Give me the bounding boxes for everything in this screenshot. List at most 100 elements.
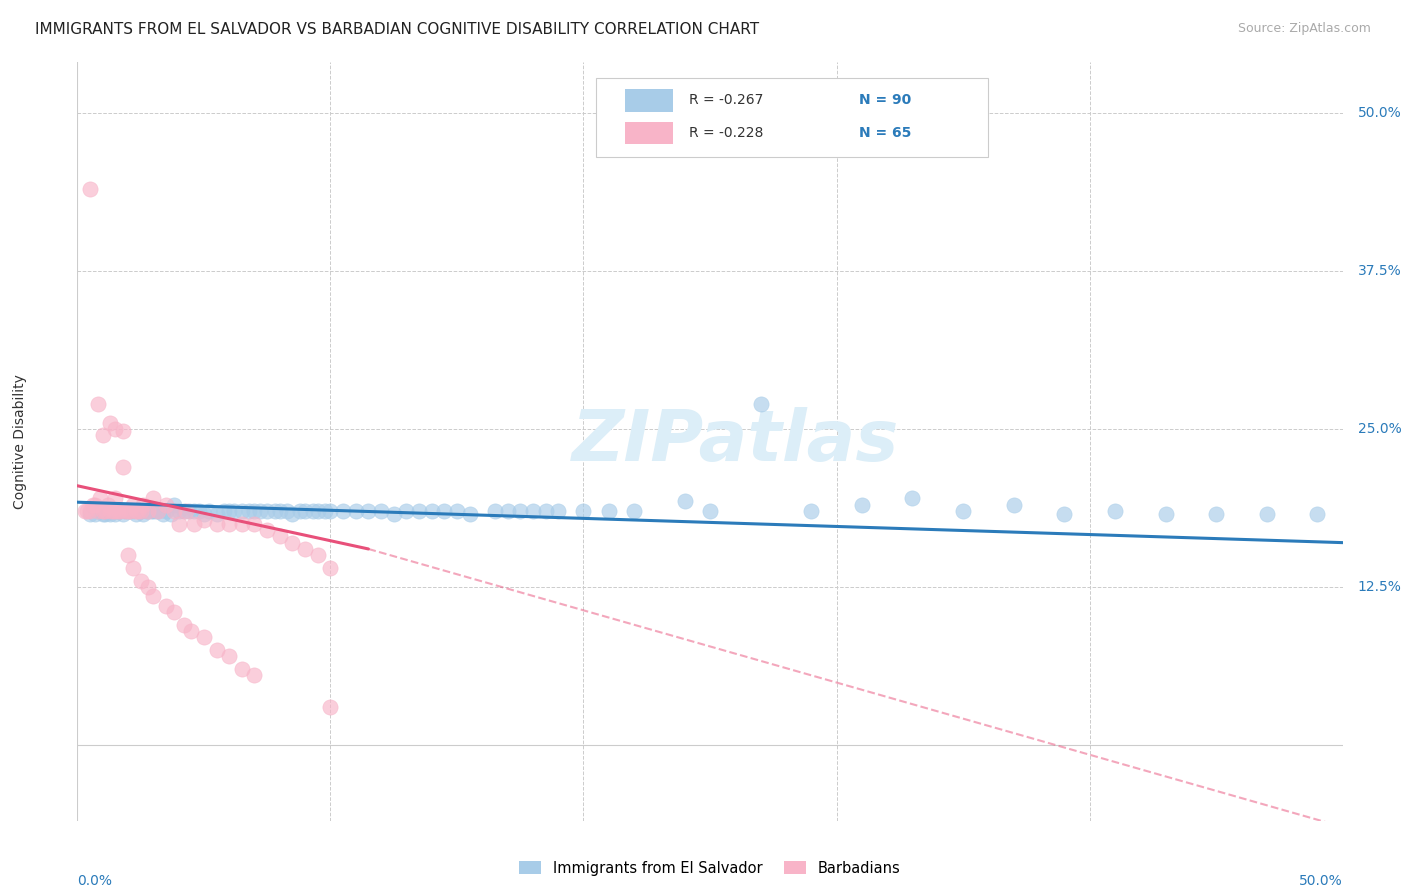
- Point: [224, 504, 246, 518]
- Point: [122, 504, 145, 518]
- Point: [1053, 507, 1076, 521]
- Point: [243, 668, 266, 682]
- Point: [136, 504, 159, 518]
- Point: [167, 504, 190, 518]
- Point: [155, 498, 177, 512]
- Point: [547, 504, 569, 518]
- Point: [446, 504, 468, 518]
- Text: 0.0%: 0.0%: [77, 874, 112, 888]
- Point: [1256, 507, 1278, 521]
- FancyBboxPatch shape: [596, 78, 988, 157]
- Text: 50.0%: 50.0%: [1358, 106, 1402, 120]
- Point: [129, 574, 152, 588]
- Point: [173, 504, 195, 518]
- Point: [307, 548, 329, 563]
- Point: [218, 516, 240, 531]
- Text: IMMIGRANTS FROM EL SALVADOR VS BARBADIAN COGNITIVE DISABILITY CORRELATION CHART: IMMIGRANTS FROM EL SALVADOR VS BARBADIAN…: [35, 22, 759, 37]
- Point: [142, 504, 165, 518]
- Point: [382, 507, 405, 521]
- Point: [97, 504, 120, 518]
- Point: [256, 523, 278, 537]
- Point: [238, 504, 260, 518]
- Point: [319, 561, 342, 575]
- Point: [205, 643, 228, 657]
- Point: [111, 459, 134, 474]
- Point: [344, 504, 367, 518]
- Point: [107, 504, 129, 518]
- Text: 12.5%: 12.5%: [1358, 580, 1402, 594]
- Point: [117, 504, 139, 518]
- Point: [357, 504, 380, 518]
- Point: [97, 498, 120, 512]
- Point: [132, 498, 155, 512]
- Point: [572, 504, 595, 518]
- Point: [94, 507, 117, 521]
- Text: R = -0.267: R = -0.267: [689, 94, 763, 107]
- Point: [193, 507, 215, 521]
- Point: [117, 504, 139, 518]
- Point: [420, 504, 443, 518]
- Point: [142, 589, 165, 603]
- Point: [174, 504, 197, 518]
- Legend: Immigrants from El Salvador, Barbadians: Immigrants from El Salvador, Barbadians: [513, 855, 907, 881]
- Point: [433, 504, 456, 518]
- Point: [152, 507, 174, 521]
- Point: [86, 396, 108, 410]
- Point: [73, 504, 96, 518]
- Text: 37.5%: 37.5%: [1358, 264, 1402, 278]
- Point: [673, 494, 696, 508]
- Point: [269, 504, 291, 518]
- Point: [1104, 504, 1126, 518]
- Point: [198, 504, 221, 518]
- Text: Source: ZipAtlas.com: Source: ZipAtlas.com: [1237, 22, 1371, 36]
- Text: R = -0.228: R = -0.228: [689, 126, 763, 140]
- Point: [1205, 507, 1227, 521]
- Point: [243, 516, 266, 531]
- Point: [319, 504, 342, 518]
- Point: [395, 504, 418, 518]
- Point: [183, 504, 205, 518]
- Point: [1002, 498, 1025, 512]
- Point: [1306, 507, 1329, 521]
- Point: [79, 507, 101, 521]
- Point: [901, 491, 924, 506]
- Point: [484, 504, 506, 518]
- Point: [218, 649, 240, 664]
- Point: [294, 504, 316, 518]
- Point: [218, 504, 240, 518]
- Point: [180, 624, 202, 639]
- Point: [332, 504, 354, 518]
- Point: [91, 504, 114, 518]
- Point: [142, 491, 165, 506]
- Point: [136, 504, 159, 518]
- Point: [263, 504, 285, 518]
- Point: [370, 504, 392, 518]
- FancyBboxPatch shape: [626, 121, 673, 145]
- Point: [314, 504, 336, 518]
- Text: ZIPatlas: ZIPatlas: [572, 407, 898, 476]
- Point: [231, 504, 253, 518]
- Point: [120, 504, 142, 518]
- Point: [148, 504, 170, 518]
- Point: [249, 504, 271, 518]
- Text: Cognitive Disability: Cognitive Disability: [14, 374, 27, 509]
- Point: [243, 504, 266, 518]
- Point: [496, 504, 519, 518]
- Text: 25.0%: 25.0%: [1358, 422, 1402, 436]
- Point: [76, 504, 98, 518]
- Point: [699, 504, 721, 518]
- Point: [231, 662, 253, 676]
- Point: [114, 504, 136, 518]
- Point: [129, 504, 152, 518]
- Point: [122, 561, 145, 575]
- Point: [91, 428, 114, 442]
- Point: [132, 507, 155, 521]
- Point: [162, 498, 184, 512]
- Point: [111, 425, 134, 439]
- Point: [534, 504, 557, 518]
- Point: [749, 396, 772, 410]
- Point: [288, 504, 311, 518]
- Point: [155, 504, 177, 518]
- Point: [522, 504, 544, 518]
- Point: [110, 504, 132, 518]
